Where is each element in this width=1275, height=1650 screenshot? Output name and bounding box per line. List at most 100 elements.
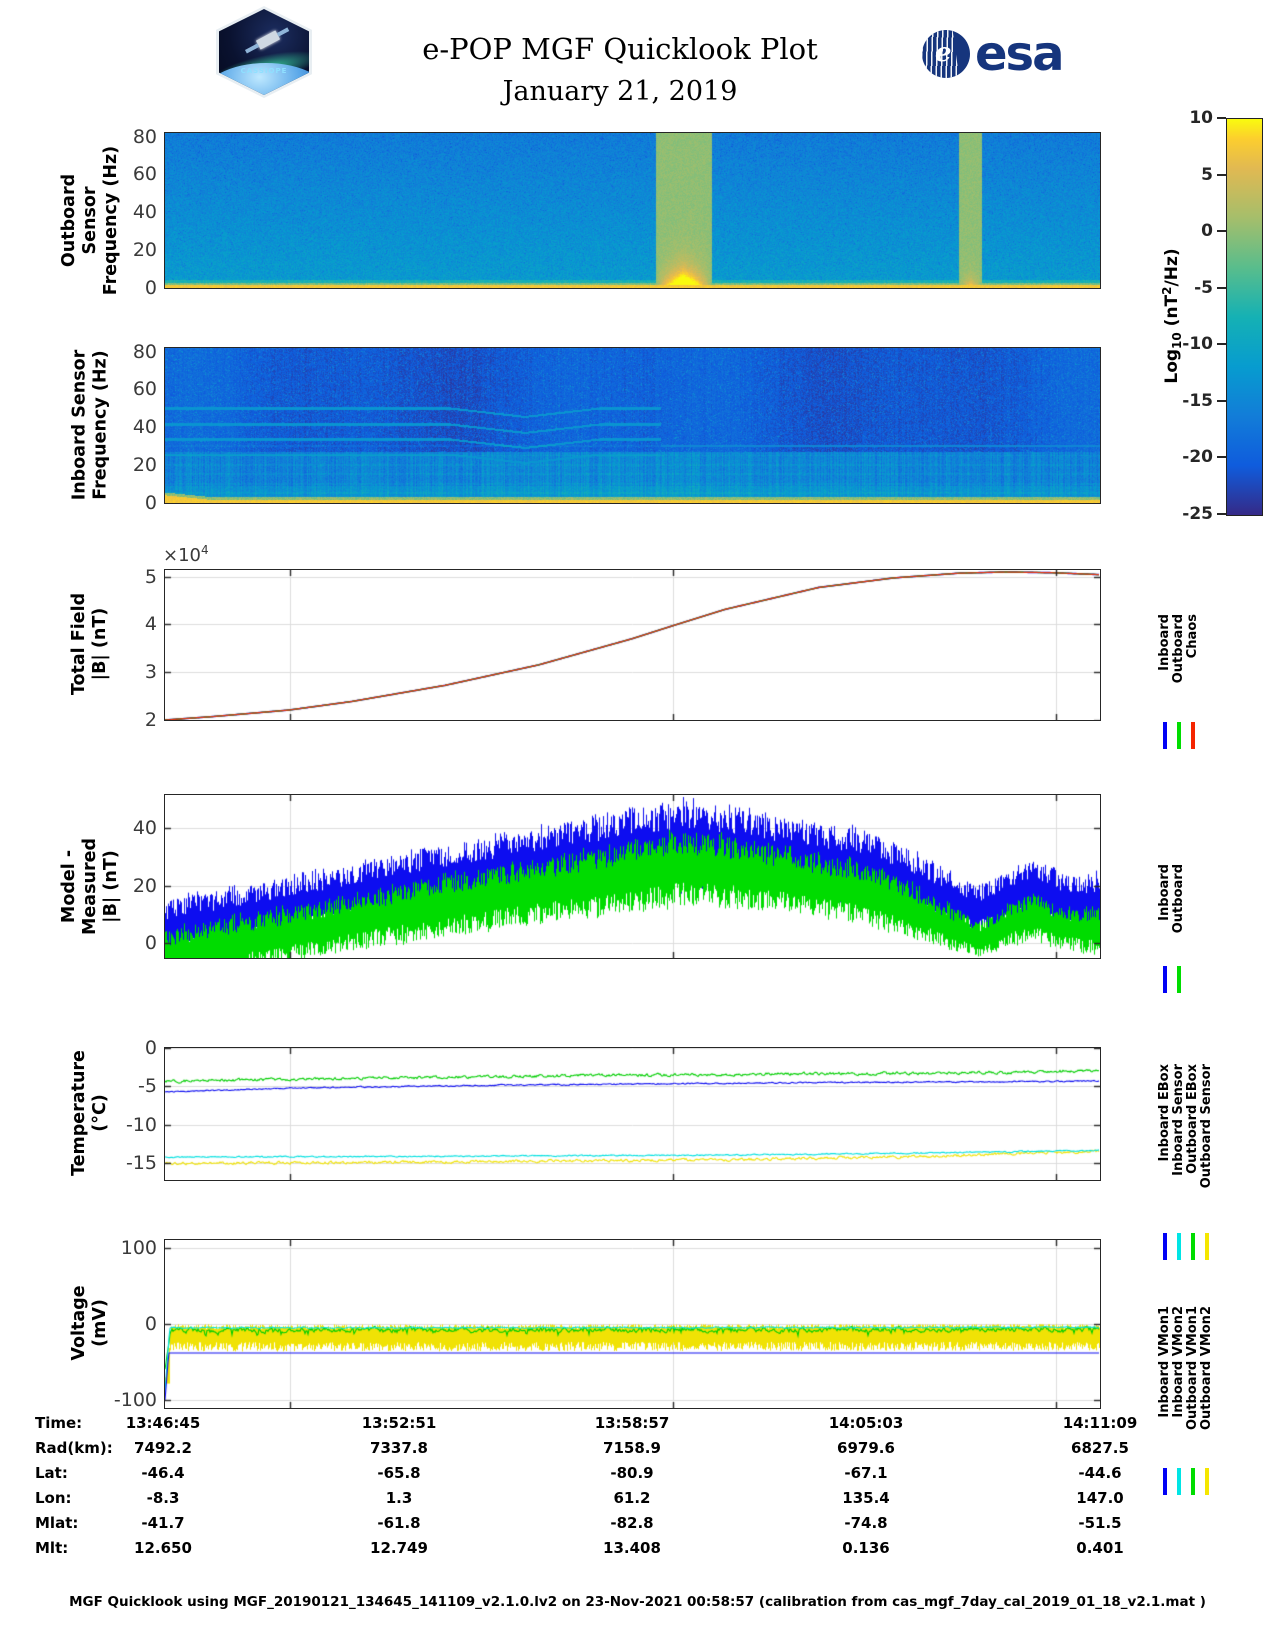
table-cell: -46.4: [141, 1464, 185, 1482]
colorbar-tick-label: -20: [1182, 447, 1213, 468]
y-tick-label: 5: [144, 565, 157, 588]
table-cell: -51.5: [1078, 1514, 1122, 1532]
patch-label: CASSIOPE: [240, 67, 288, 75]
colorbar-tick-label: -5: [1194, 277, 1213, 298]
model-measured-panel: [164, 794, 1101, 959]
legend-swatch-outboard: [1177, 966, 1181, 993]
y-tick-label: 0: [144, 931, 157, 954]
colorbar-tick-label: 0: [1201, 221, 1213, 242]
table-cell: 12.650: [134, 1539, 192, 1557]
temperature-canvas: [165, 1048, 1100, 1180]
temperature-panel: [164, 1047, 1101, 1181]
footer-note: MGF Quicklook using MGF_20190121_134645_…: [69, 1594, 1206, 1610]
y-tick-label: 20: [132, 454, 157, 477]
table-cell: -44.6: [1078, 1464, 1122, 1482]
table-cell: -8.3: [146, 1489, 180, 1507]
y-tick-label: -15: [125, 1152, 157, 1175]
ylabel-line: Model - Measured: [58, 837, 100, 935]
legend-swatch-inboard-vmon1: [1163, 1468, 1167, 1495]
legend-swatch-inboard-ebox: [1163, 1233, 1167, 1260]
ylabel-line: Outboard Sensor: [58, 173, 100, 267]
legend-label-outboard: Outboard: [1171, 864, 1186, 934]
axis-exponent-label: ×104: [163, 543, 209, 566]
colorbar-tick-label: -10: [1182, 334, 1213, 355]
table-cell: -41.7: [141, 1514, 185, 1532]
y-tick-label: 0: [144, 277, 157, 299]
table-cell: 6979.6: [837, 1439, 895, 1457]
table-row-label: Rad(km):: [35, 1439, 113, 1457]
table-cell: 13:52:51: [361, 1414, 437, 1432]
esa-wordmark: esa: [975, 26, 1065, 82]
table-cell: 6827.5: [1071, 1439, 1129, 1457]
legend-label-outboard: Outboard: [1171, 614, 1186, 684]
table-cell: 7337.8: [370, 1439, 428, 1457]
y-tick-label: 40: [132, 416, 157, 439]
table-cell: 147.0: [1076, 1489, 1124, 1507]
ylabel-line: Frequency (Hz): [90, 349, 110, 500]
legend-label-inboard: Inboard: [1157, 864, 1172, 921]
voltage-panel: [164, 1239, 1101, 1409]
page-title: e-POP MGF Quicklook Plot: [422, 32, 818, 66]
table-cell: 13:58:57: [594, 1414, 670, 1432]
legend-swatch-chaos: [1191, 722, 1195, 749]
legend-swatch-outboard-vmon2: [1205, 1468, 1209, 1495]
legend-swatch-outboard: [1177, 722, 1181, 749]
model-measured-canvas: [165, 795, 1100, 958]
legend-swatch-inboard: [1163, 722, 1167, 749]
esa-globe-icon: e: [922, 30, 970, 78]
legend-swatch-inboard-vmon2: [1177, 1468, 1181, 1495]
colorbar-tick: [1217, 173, 1226, 176]
y-tick-label: 40: [132, 201, 157, 224]
total-field-panel: [164, 569, 1101, 721]
table-cell: -65.8: [377, 1464, 421, 1482]
legend-label-outboard-sensor: Outboard Sensor: [1199, 1064, 1214, 1189]
y-tick-label: 40: [132, 817, 157, 840]
table-cell: 7158.9: [603, 1439, 661, 1457]
y-tick-label: -5: [138, 1075, 157, 1098]
y-tick-label: 60: [132, 378, 157, 401]
colorbar-tick: [1217, 343, 1226, 346]
inboard-spectrogram-ylabel: Inboard Sensor Frequency (Hz): [69, 347, 111, 502]
table-cell: 0.136: [842, 1539, 890, 1557]
y-tick-label: 4: [144, 613, 157, 636]
table-cell: 7492.2: [134, 1439, 192, 1457]
temperature-ylabel: Temperature (°C): [69, 1047, 111, 1179]
table-cell: -82.8: [610, 1514, 654, 1532]
colorbar-tick-label: 5: [1201, 164, 1213, 185]
colorbar-label: Log10 (nT2/Hz): [1160, 248, 1184, 384]
total-field-canvas: [165, 570, 1100, 720]
inboard-spectrogram-canvas: [165, 348, 1100, 503]
colorbar-tick: [1217, 513, 1226, 515]
legend-swatch-inboard-sensor: [1177, 1233, 1181, 1260]
table-cell: 13:46:45: [125, 1414, 201, 1432]
ylabel-line: Frequency (Hz): [100, 145, 121, 295]
y-tick-label: 2: [144, 708, 157, 731]
table-row-label: Lon:: [35, 1489, 72, 1507]
table-row-label: Lat:: [35, 1464, 68, 1482]
table-cell: -80.9: [610, 1464, 654, 1482]
ylabel-line: Temperature: [69, 1050, 89, 1176]
colorbar-tick: [1217, 230, 1226, 233]
colorbar-tick-label: 10: [1189, 108, 1213, 128]
legend-swatch-outboard-vmon1: [1191, 1468, 1195, 1495]
colorbar-tick: [1217, 399, 1226, 402]
legend-swatch-inboard: [1163, 966, 1167, 993]
table-row-label: Mlt:: [35, 1539, 69, 1557]
legend-swatch-outboard-ebox: [1191, 1233, 1195, 1260]
y-tick-label: -100: [113, 1389, 157, 1412]
table-cell: 61.2: [613, 1489, 651, 1507]
table-row-label: Mlat:: [35, 1514, 79, 1532]
colorbar-tick-label: -15: [1182, 390, 1213, 411]
table-cell: 14:05:03: [828, 1414, 904, 1432]
colorbar-tick-label: -25: [1182, 504, 1213, 524]
table-row-label: Time:: [35, 1414, 83, 1432]
y-tick-label: 20: [132, 874, 157, 897]
y-tick-label: 0: [144, 1313, 157, 1335]
voltage-canvas: [165, 1240, 1100, 1408]
legend-label-outboard-ebox: Outboard EBox: [1185, 1064, 1200, 1174]
table-cell: 13.408: [603, 1539, 661, 1557]
total-field-ylabel: Total Field |B| (nT): [69, 569, 111, 719]
legend-label-inboard-ebox: Inboard EBox: [1157, 1064, 1172, 1162]
table-cell: -74.8: [844, 1514, 888, 1532]
